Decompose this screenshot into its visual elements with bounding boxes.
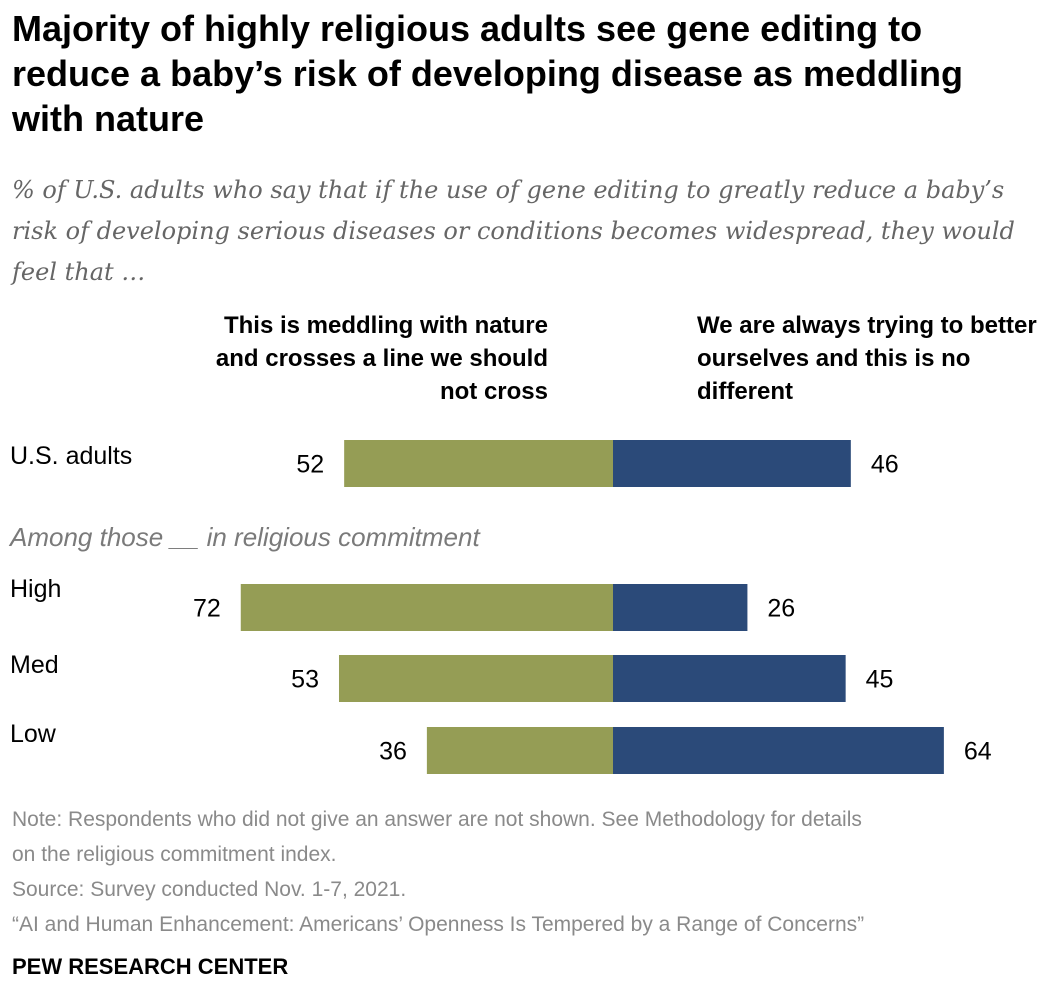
data-label-better-ourselves: 64 xyxy=(964,738,992,766)
data-label-meddling: 53 xyxy=(291,666,319,694)
chart-subtitle: % of U.S. adults who say that if the use… xyxy=(12,176,1015,286)
series-header-better-ourselves: We are always trying to better ourselves… xyxy=(697,312,1037,405)
source-line: Source: Survey conducted Nov. 1-7, 2021. xyxy=(12,878,407,901)
religious-commitment-section-label: Among those __ in religious commitment xyxy=(10,522,480,552)
row-label: High xyxy=(10,575,61,603)
row-label: Low xyxy=(10,720,57,748)
report-title-line: “AI and Human Enhancement: Americans’ Op… xyxy=(12,913,865,936)
row-label: Med xyxy=(10,651,59,679)
chart-title: Majority of highly religious adults see … xyxy=(12,8,963,139)
data-label-meddling: 36 xyxy=(379,738,407,766)
diverging-bar-chart: U.S. adults 52 46 High 72 26 Med 53 45 Low 36 64 xyxy=(10,440,992,774)
bar-meddling xyxy=(344,440,613,487)
row-label: U.S. adults xyxy=(10,442,132,470)
bar-meddling xyxy=(338,655,613,702)
data-label-better-ourselves: 26 xyxy=(767,595,795,623)
bar-better-ourselves xyxy=(613,440,851,487)
footnotes: Note: Respondents who did not give an an… xyxy=(12,802,1042,942)
data-label-better-ourselves: 45 xyxy=(866,666,894,694)
bar-better-ourselves xyxy=(613,727,944,774)
data-label-meddling: 52 xyxy=(296,451,324,479)
bar-meddling xyxy=(240,584,613,631)
data-label-meddling: 72 xyxy=(193,595,221,623)
data-label-better-ourselves: 46 xyxy=(871,451,899,479)
note-line-1: Note: Respondents who did not give an an… xyxy=(12,808,862,831)
series-header-meddling: This is meddling with nature and crosses… xyxy=(215,312,548,405)
pew-research-center-logo: PEW RESEARCH CENTER xyxy=(12,954,289,979)
bar-better-ourselves xyxy=(613,584,748,631)
note-line-2: on the religious commitment index. xyxy=(12,843,337,866)
bar-better-ourselves xyxy=(613,655,846,702)
bar-meddling xyxy=(426,727,613,774)
